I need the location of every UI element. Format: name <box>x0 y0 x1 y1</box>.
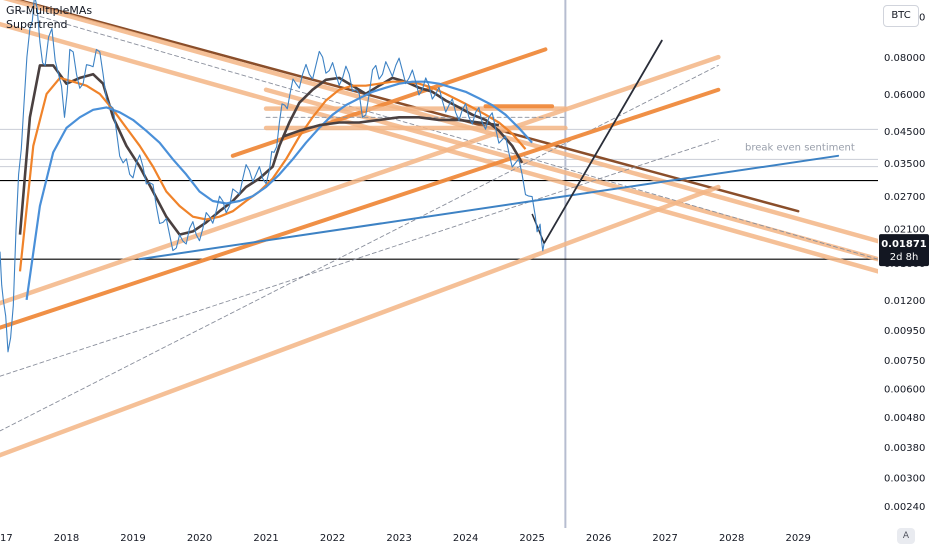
y-tick-label: 0.00300 <box>884 473 925 484</box>
annotations: break even sentiment <box>745 143 855 154</box>
moving-averages <box>18 64 533 301</box>
trendline-12 <box>543 39 663 245</box>
y-tick-label: 0.00480 <box>884 413 925 424</box>
y-tick-label: 0.08000 <box>884 53 925 64</box>
auto-scale-button[interactable]: A <box>897 528 915 544</box>
indicator-label-multiple-mas[interactable]: GR-MultipleMAs <box>6 4 93 17</box>
x-tick-label: 2020 <box>187 533 212 544</box>
y-tick-label: 0.04500 <box>884 127 925 138</box>
x-tick-label: 2024 <box>453 533 478 544</box>
trendline-5 <box>0 64 719 432</box>
time-axis[interactable]: 2017 2018 2019 2020 2021 2022 2023 2024 2025 2026… <box>0 533 811 544</box>
trendline-11 <box>138 154 840 261</box>
trendline-1 <box>2 0 878 244</box>
price-tag-countdown: 2d 8h <box>890 252 919 263</box>
x-tick-label: 2026 <box>586 533 611 544</box>
y-tick-label: 0.02100 <box>884 224 925 235</box>
moving-average-0 <box>18 64 524 236</box>
x-tick-label: 2017 <box>0 533 13 544</box>
moving-average-2 <box>25 80 533 301</box>
y-tick-label: 0.00240 <box>884 502 925 513</box>
x-tick-label: 2028 <box>719 533 744 544</box>
trendline-4 <box>19 10 878 260</box>
x-tick-label: 2018 <box>54 533 79 544</box>
y-tick-label: 0.02700 <box>884 192 925 203</box>
x-tick-label: 2029 <box>785 533 810 544</box>
x-tick-label: 2027 <box>652 533 677 544</box>
last-price-tag: 0.01871 2d 8h <box>879 234 929 267</box>
trendline-3 <box>263 87 878 262</box>
trendline-0 <box>13 0 800 213</box>
annotation-break-even-sentiment: break even sentiment <box>745 143 855 154</box>
trendline-2 <box>0 21 878 274</box>
price-line <box>0 0 545 353</box>
trendline-8 <box>0 87 721 330</box>
trendline-6 <box>0 139 719 377</box>
x-tick-label: 2023 <box>386 533 411 544</box>
x-tick-label: 2021 <box>253 533 278 544</box>
y-tick-label: 0.00380 <box>884 443 925 454</box>
y-tick-label: 0.01200 <box>884 296 925 307</box>
trendline-7 <box>0 54 721 306</box>
moving-average-3 <box>282 116 500 138</box>
trendline-9 <box>0 184 721 458</box>
price-tag-value: 0.01871 <box>881 239 927 250</box>
y-tick-label: 0.00750 <box>884 356 925 367</box>
y-tick-label: 0.03500 <box>884 159 925 170</box>
currency-badge[interactable]: BTC <box>883 5 919 27</box>
moving-average-1 <box>18 76 527 272</box>
price-tag-box <box>879 234 929 267</box>
trendline-10 <box>230 47 548 158</box>
indicator-label-supertrend[interactable]: Supertrend <box>6 18 68 31</box>
y-tick-label: 0.06000 <box>884 90 925 101</box>
x-tick-label: 2019 <box>120 533 145 544</box>
x-tick-label: 2022 <box>320 533 345 544</box>
trendlines <box>0 0 878 458</box>
x-tick-label: 2025 <box>519 533 544 544</box>
y-tick-label: 0.00950 <box>884 326 925 337</box>
y-tick-label: 0.00600 <box>884 385 925 396</box>
price-series <box>0 0 545 353</box>
